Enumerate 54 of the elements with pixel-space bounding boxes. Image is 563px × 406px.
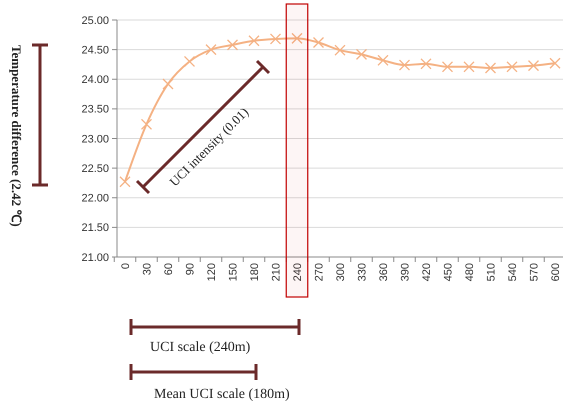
point — [312, 36, 324, 48]
y-tick-label: 24.50 — [81, 44, 109, 56]
point — [442, 61, 454, 72]
point — [377, 54, 389, 66]
point — [528, 60, 540, 72]
point — [506, 61, 518, 72]
y-tick-label: 21.50 — [81, 222, 109, 234]
x-tick-label: 90 — [184, 263, 196, 276]
x-tick-label: 450 — [442, 263, 454, 282]
y-axis-title: Temperature difference (2.42 ℃) — [9, 45, 24, 227]
point — [291, 32, 303, 44]
x-tick-label: 120 — [206, 263, 218, 282]
y-tick-label: 23.50 — [81, 104, 109, 116]
point — [205, 44, 217, 56]
x-tick-label: 540 — [507, 263, 519, 282]
y-tick-label: 24.00 — [81, 74, 109, 86]
point — [140, 118, 152, 130]
x-tick-label: 510 — [486, 263, 498, 282]
y-tick-label: 23.00 — [81, 133, 109, 146]
point — [334, 44, 346, 56]
y-tick-label: 25.00 — [81, 14, 109, 27]
x-tick-label: 480 — [464, 263, 476, 282]
y-tick-label: 22.00 — [81, 192, 109, 205]
x-tick-label: 570 — [528, 263, 540, 282]
x-tick-label: 240 — [292, 263, 304, 282]
point — [119, 176, 131, 188]
x-tick-label: 360 — [378, 263, 390, 282]
point — [356, 48, 368, 60]
x-tick-label: 0 — [120, 263, 132, 270]
point — [270, 33, 282, 45]
point — [226, 39, 238, 51]
x-tick-label: 390 — [400, 263, 412, 282]
x-tick-label: 600 — [550, 263, 562, 282]
x-tick-label: 270 — [314, 263, 326, 282]
x-tick-label: 60 — [163, 263, 175, 276]
y-tick-label: 21.00 — [81, 252, 109, 264]
point — [420, 58, 432, 70]
point — [484, 62, 496, 74]
point — [398, 59, 410, 71]
x-tick-label: 30 — [142, 263, 154, 276]
x-tick-label: 210 — [270, 263, 282, 282]
point — [549, 58, 561, 69]
x-tick-label: 420 — [421, 263, 433, 282]
text: Mean UCI scale (180m) — [154, 387, 290, 402]
text: UCI scale (240m) — [150, 340, 251, 355]
x-tick-label: 150 — [228, 263, 240, 282]
point — [162, 78, 174, 90]
point — [463, 61, 475, 72]
x-tick-label: 180 — [249, 263, 261, 282]
x-tick-label: 300 — [335, 263, 347, 282]
point — [184, 56, 196, 68]
y-tick-label: 22.50 — [81, 162, 109, 175]
point — [248, 35, 260, 46]
x-tick-label: 330 — [356, 263, 368, 282]
